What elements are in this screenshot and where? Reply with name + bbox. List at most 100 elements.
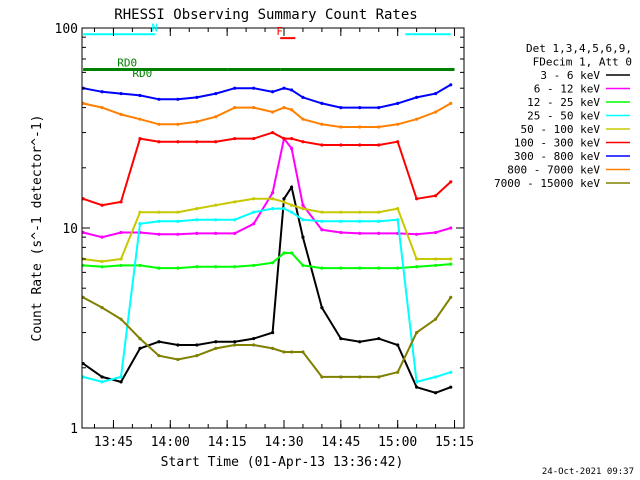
data-point <box>252 263 256 268</box>
data-point <box>119 112 123 116</box>
data-point <box>233 136 237 141</box>
data-point <box>301 350 305 354</box>
data-point <box>339 105 343 110</box>
data-point <box>289 251 294 255</box>
data-point <box>415 257 419 261</box>
data-point <box>119 317 123 321</box>
data-point <box>233 265 237 269</box>
data-point <box>252 222 256 226</box>
data-point <box>282 136 286 141</box>
data-point <box>358 219 362 223</box>
data-point <box>358 125 362 129</box>
data-point <box>433 375 438 379</box>
data-point <box>252 343 256 347</box>
data-point <box>433 110 438 114</box>
data-point <box>433 391 438 395</box>
legend-header: Det 1,3,4,5,6,9, <box>526 42 632 55</box>
data-point <box>176 266 180 270</box>
legend-label: 6 - 12 keV <box>534 83 601 96</box>
data-point <box>433 91 438 96</box>
data-point <box>100 235 104 239</box>
data-point <box>100 305 104 310</box>
data-point <box>320 143 324 147</box>
data-point <box>289 203 294 207</box>
data-point <box>195 354 199 358</box>
data-point <box>157 122 161 126</box>
data-point <box>433 194 438 198</box>
data-point <box>195 120 199 124</box>
y-axis-label: Count Rate (s^-1 detector^-1) <box>30 115 45 342</box>
data-point <box>415 95 419 99</box>
data-point <box>377 105 381 110</box>
data-point <box>301 140 305 144</box>
data-point <box>233 218 237 222</box>
data-point <box>449 295 453 299</box>
data-point <box>415 117 419 121</box>
data-point <box>396 266 400 270</box>
data-point <box>449 385 453 389</box>
data-point <box>176 210 180 214</box>
data-point <box>377 219 381 223</box>
data-point <box>138 336 142 341</box>
data-point <box>233 86 237 90</box>
data-point <box>252 336 256 341</box>
series-line <box>82 296 452 378</box>
data-point <box>396 101 400 105</box>
data-point <box>100 203 104 207</box>
data-point <box>396 218 400 222</box>
data-point <box>339 266 343 270</box>
data-point <box>377 266 381 270</box>
data-point <box>176 219 180 223</box>
data-point <box>271 197 275 201</box>
y-tick-label: 1 <box>70 422 78 437</box>
data-point <box>271 110 275 114</box>
data-point <box>138 263 142 268</box>
data-point <box>157 340 161 344</box>
data-point <box>271 330 275 335</box>
y-axis: 1 10 100 <box>55 22 464 437</box>
data-point <box>138 346 142 351</box>
data-point <box>449 257 453 261</box>
x-axis-label: Start Time (01-Apr-13 13:36:42) <box>161 455 404 470</box>
data-point <box>320 228 324 232</box>
data-point <box>358 266 362 270</box>
x-axis: 13:45 14:00 14:15 14:30 14:45 15:00 15:15 <box>94 28 474 450</box>
data-point <box>119 257 123 261</box>
data-point <box>271 191 275 195</box>
data-point <box>301 235 305 239</box>
data-point <box>214 340 218 344</box>
x-tick-label: 14:15 <box>208 435 247 450</box>
data-point <box>271 261 275 265</box>
data-point <box>377 375 381 379</box>
data-point <box>396 343 400 347</box>
data-point <box>415 385 419 389</box>
data-point <box>289 210 294 214</box>
data-point <box>377 143 381 147</box>
x-tick-label: 14:00 <box>151 435 190 450</box>
series-line <box>82 207 451 384</box>
data-point <box>138 222 142 226</box>
data-point <box>449 83 453 87</box>
data-point <box>301 218 305 222</box>
data-point <box>176 122 180 126</box>
data-point <box>415 232 419 236</box>
data-point <box>396 140 400 144</box>
data-point <box>214 218 218 222</box>
data-point <box>176 343 180 347</box>
data-point <box>358 375 362 379</box>
data-point <box>214 91 218 96</box>
data-point <box>282 86 286 90</box>
data-point <box>433 257 438 261</box>
data-point <box>289 136 294 141</box>
data-point <box>214 265 218 269</box>
data-point <box>358 143 362 147</box>
data-point <box>339 210 343 214</box>
data-point <box>358 231 362 235</box>
data-point <box>282 200 286 204</box>
data-point <box>358 210 362 214</box>
data-point <box>119 200 123 204</box>
data-point <box>282 350 286 354</box>
data-point <box>157 140 161 144</box>
legend-label: 300 - 800 keV <box>514 150 600 163</box>
data-point <box>119 263 123 268</box>
